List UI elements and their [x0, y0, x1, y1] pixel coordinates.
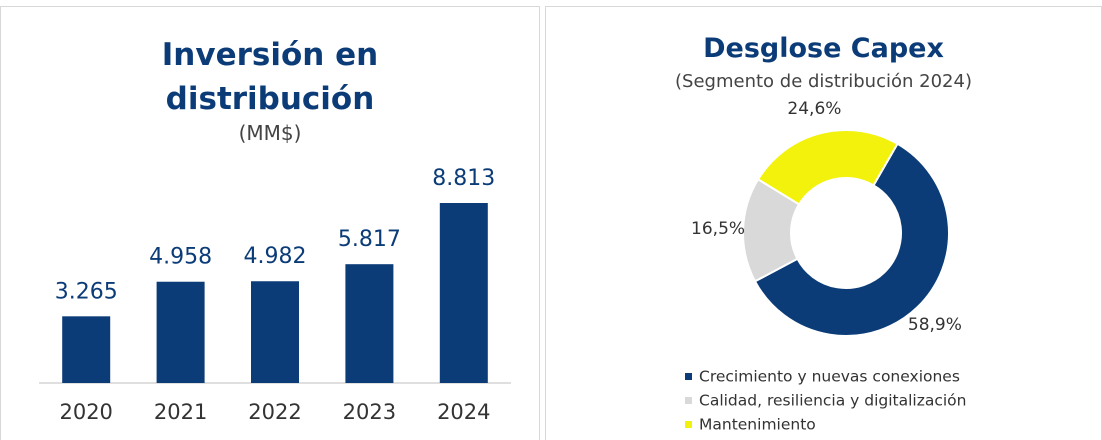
legend-swatch [685, 373, 692, 380]
bar [156, 281, 205, 383]
bar [439, 203, 488, 383]
data-label: 58,9% [908, 315, 962, 335]
legend-label: Mantenimiento [699, 416, 816, 434]
bar-chart: 3.265 2020 4.958 2021 4.982 2022 5.817 2023 8.81… [39, 166, 511, 424]
data-label: 3.265 [55, 279, 118, 304]
donut-slice [756, 129, 899, 206]
donut-slice [753, 142, 950, 337]
x-tick-label: 2021 [154, 400, 207, 424]
donut-chart: 58,9% Crecimiento y nuevas conexiones 16,5… [685, 99, 967, 434]
data-label: 16,5% [691, 219, 745, 239]
legend-label: Calidad, resiliencia y digitalización [699, 392, 967, 410]
data-label: 4.958 [149, 245, 212, 270]
bar [345, 264, 394, 383]
chart-title: Desglose Capex [703, 33, 944, 64]
legend-label: Crecimiento y nuevas conexiones [699, 368, 960, 386]
chart-subtitle: (MM$) [238, 121, 302, 145]
legend-swatch [685, 421, 692, 428]
x-tick-label: 2023 [343, 400, 396, 424]
x-tick-label: 2024 [437, 400, 490, 424]
data-label: 24,6% [787, 99, 841, 119]
x-tick-label: 2022 [248, 400, 301, 424]
chart-title: Inversión en distribución [161, 37, 379, 117]
bar [62, 316, 111, 383]
data-label: 4.982 [244, 244, 307, 269]
chart-subtitle: (Segmento de distribución 2024) [675, 71, 972, 92]
bar [251, 281, 299, 383]
x-tick-label: 2020 [59, 400, 112, 424]
bar-panel: 3.265 2020 4.958 2021 4.982 2022 5.817 2023 8.81… [0, 6, 540, 440]
legend-swatch [685, 397, 692, 404]
data-label: 5.817 [338, 227, 401, 252]
data-label: 8.813 [432, 166, 495, 191]
pie-panel: 58,9% Crecimiento y nuevas conexiones 16,5… [545, 6, 1102, 440]
